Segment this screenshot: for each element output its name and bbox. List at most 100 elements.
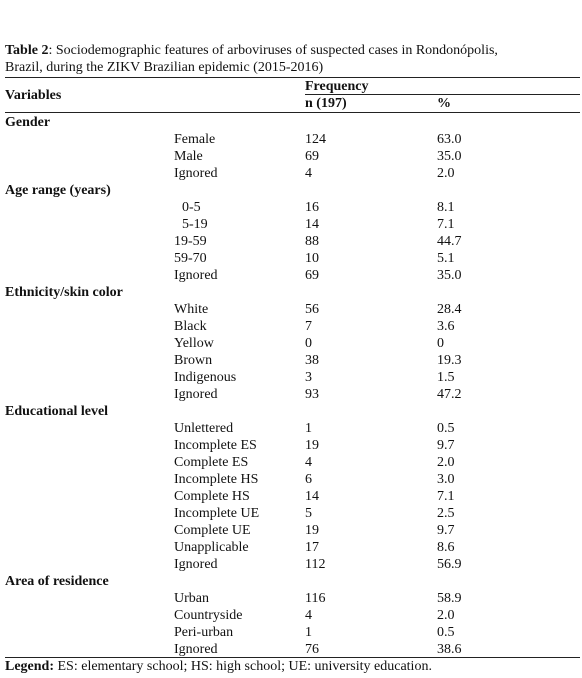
title-text: : Sociodemographic features of arbovirus… <box>5 43 498 75</box>
row-label: Complete ES <box>174 455 249 470</box>
cell-n: 69 <box>305 268 319 283</box>
cell-n: 38 <box>305 353 319 368</box>
cell-n: 1 <box>305 625 312 640</box>
cell-n: 69 <box>305 149 319 164</box>
cell-percent: 2.5 <box>437 506 455 521</box>
header-n: n (197) <box>305 96 347 111</box>
row-label: Incomplete ES <box>174 438 257 453</box>
row-label: Urban <box>174 591 209 606</box>
cell-percent: 0.5 <box>437 421 455 436</box>
rule <box>305 94 580 95</box>
cell-percent: 0 <box>437 336 444 351</box>
row-label: White <box>174 302 209 317</box>
cell-percent: 1.5 <box>437 370 455 385</box>
cell-percent: 44.7 <box>437 234 462 249</box>
row-label: Indigenous <box>174 370 237 385</box>
row-label: Unlettered <box>174 421 234 436</box>
row-label: Female <box>174 132 216 147</box>
legend-text: ES: elementary school; HS: high school; … <box>54 659 432 674</box>
cell-percent: 2.0 <box>437 608 455 623</box>
row-label: Unapplicable <box>174 540 249 555</box>
row-label: Ignored <box>174 642 218 657</box>
cell-n: 19 <box>305 438 319 453</box>
cell-percent: 8.6 <box>437 540 455 555</box>
row-label: 59-70 <box>174 251 207 266</box>
cell-n: 4 <box>305 166 312 181</box>
row-label: 5-19 <box>182 217 208 232</box>
group-name: Gender <box>5 115 51 130</box>
group-name: Ethnicity/skin color <box>5 285 123 300</box>
row-label: Incomplete HS <box>174 472 259 487</box>
header-percent: % <box>437 96 451 111</box>
cell-n: 14 <box>305 217 319 232</box>
cell-n: 93 <box>305 387 319 402</box>
table-title: Table 2: Sociodemographic features of ar… <box>5 42 505 76</box>
row-label: Incomplete UE <box>174 506 260 521</box>
row-label: Ignored <box>174 166 218 181</box>
group-name: Educational level <box>5 404 109 419</box>
rule <box>5 77 580 78</box>
legend-label: Legend: <box>5 659 54 674</box>
cell-n: 76 <box>305 642 319 657</box>
group-name: Age range (years) <box>5 183 111 198</box>
header-variables: Variables <box>5 88 62 103</box>
cell-n: 4 <box>305 608 312 623</box>
cell-percent: 5.1 <box>437 251 455 266</box>
cell-n: 4 <box>305 455 312 470</box>
cell-percent: 9.7 <box>437 438 455 453</box>
group-name: Area of residence <box>5 574 109 589</box>
row-label: Black <box>174 319 207 334</box>
row-label: Ignored <box>174 557 218 572</box>
row-label: Ignored <box>174 387 218 402</box>
cell-percent: 47.2 <box>437 387 462 402</box>
row-label: Male <box>174 149 203 164</box>
legend: Legend: ES: elementary school; HS: high … <box>5 658 432 675</box>
row-label: Yellow <box>174 336 214 351</box>
cell-n: 16 <box>305 200 319 215</box>
cell-percent: 0.5 <box>437 625 455 640</box>
cell-percent: 7.1 <box>437 489 455 504</box>
cell-n: 88 <box>305 234 319 249</box>
cell-n: 116 <box>305 591 326 606</box>
cell-percent: 8.1 <box>437 200 455 215</box>
cell-n: 0 <box>305 336 312 351</box>
row-label: Brown <box>174 353 213 368</box>
cell-n: 17 <box>305 540 319 555</box>
cell-n: 10 <box>305 251 319 266</box>
cell-percent: 28.4 <box>437 302 462 317</box>
row-label: 0-5 <box>182 200 201 215</box>
cell-n: 14 <box>305 489 319 504</box>
row-label: Countryside <box>174 608 243 623</box>
cell-n: 1 <box>305 421 312 436</box>
cell-n: 112 <box>305 557 326 572</box>
cell-percent: 63.0 <box>437 132 462 147</box>
cell-n: 6 <box>305 472 312 487</box>
cell-percent: 58.9 <box>437 591 462 606</box>
row-label: 19-59 <box>174 234 207 249</box>
header-frequency: Frequency <box>305 79 369 94</box>
cell-percent: 3.0 <box>437 472 455 487</box>
row-label: Complete UE <box>174 523 251 538</box>
cell-percent: 35.0 <box>437 149 462 164</box>
cell-n: 7 <box>305 319 312 334</box>
cell-percent: 2.0 <box>437 166 455 181</box>
row-label: Complete HS <box>174 489 250 504</box>
cell-n: 56 <box>305 302 319 317</box>
cell-percent: 9.7 <box>437 523 455 538</box>
cell-percent: 38.6 <box>437 642 462 657</box>
cell-percent: 35.0 <box>437 268 462 283</box>
row-label: Peri-urban <box>174 625 234 640</box>
cell-n: 5 <box>305 506 312 521</box>
rule <box>5 112 580 113</box>
cell-percent: 2.0 <box>437 455 455 470</box>
cell-n: 19 <box>305 523 319 538</box>
rule <box>5 657 580 658</box>
row-label: Ignored <box>174 268 218 283</box>
cell-percent: 7.1 <box>437 217 455 232</box>
cell-percent: 19.3 <box>437 353 462 368</box>
title-label: Table 2 <box>5 43 49 58</box>
cell-percent: 56.9 <box>437 557 462 572</box>
cell-n: 124 <box>305 132 326 147</box>
cell-n: 3 <box>305 370 312 385</box>
